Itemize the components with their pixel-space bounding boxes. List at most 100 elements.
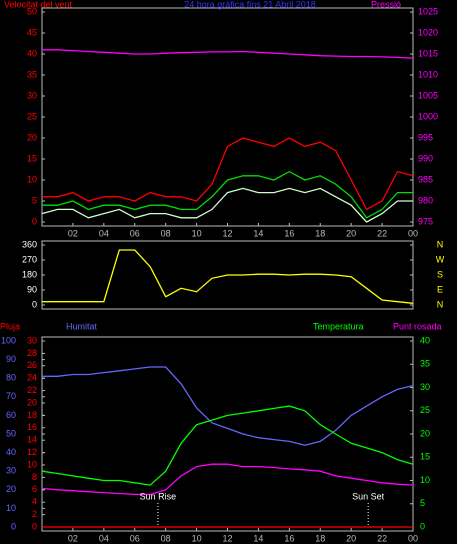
y3-tick-label: 10 [27, 459, 37, 469]
y-tick-label: 70 [6, 391, 16, 401]
series-name: Humitat [66, 321, 98, 331]
y3-tick-label: 16 [27, 422, 37, 432]
x-tick-label: 22 [377, 533, 387, 543]
series-line [42, 366, 414, 446]
y-tick-label: 60 [6, 410, 16, 420]
x-tick-label: 02 [68, 228, 78, 238]
x-tick-label: 00 [408, 533, 418, 543]
y3-tick-label: 24 [27, 373, 37, 383]
x-tick-label: 08 [161, 228, 171, 238]
x-tick-label: 04 [99, 533, 109, 543]
x-tick-label: 14 [253, 228, 263, 238]
x-tick-label: 14 [253, 533, 263, 543]
y-tick-label: 50 [27, 6, 37, 16]
y2-tick-label: 5 [420, 498, 425, 508]
y2-tick-label: 975 [418, 216, 433, 226]
y2-tick-label: 15 [420, 452, 430, 462]
y2-tick-label: N [437, 239, 444, 249]
y2-tick-label: 1005 [418, 90, 438, 100]
x-tick-label: 08 [161, 533, 171, 543]
y2-tick-label: 1015 [418, 48, 438, 58]
y3-tick-label: 0 [32, 521, 37, 531]
y2-tick-label: N [437, 299, 444, 309]
annotation-text: Sun Rise [140, 491, 177, 501]
x-tick-label: 22 [377, 228, 387, 238]
y2-tick-label: 10 [420, 475, 430, 485]
x-tick-label: 10 [192, 228, 202, 238]
series-line [42, 249, 414, 304]
y2-tick-label: 1010 [418, 69, 438, 79]
y2-tick-label: 1020 [418, 27, 438, 37]
series-line [41, 463, 414, 496]
y2-tick-label: E [437, 284, 443, 294]
y2-tick-label: 25 [420, 405, 430, 415]
series-name: Pluja [0, 321, 20, 331]
y2-tick-label: S [437, 269, 443, 279]
x-tick-label: 20 [346, 228, 356, 238]
y2-tick-label: 0 [420, 521, 425, 531]
y2-tick-label: 995 [418, 132, 433, 142]
y-tick-label: 15 [27, 153, 37, 163]
y-tick-label: 90 [27, 284, 37, 294]
y-tick-label: 10 [6, 503, 16, 513]
y-tick-label: 20 [27, 132, 37, 142]
annotation-text: Sun Set [352, 491, 385, 501]
y-tick-label: 35 [27, 69, 37, 79]
y-tick-label: 40 [27, 48, 37, 58]
x-tick-label: 04 [99, 228, 109, 238]
x-tick-label: 20 [346, 533, 356, 543]
x-tick-label: 16 [284, 533, 294, 543]
series-line [42, 49, 414, 59]
x-tick-label: 02 [68, 533, 78, 543]
y2-tick-label: 990 [418, 153, 433, 163]
y-tick-label: 50 [6, 428, 16, 438]
x-tick-label: 18 [315, 228, 325, 238]
y-tick-label: 90 [6, 354, 16, 364]
series-line [42, 170, 413, 219]
y-tick-label: 5 [32, 195, 37, 205]
y-tick-label: 40 [6, 447, 16, 457]
y3-tick-label: 4 [32, 497, 37, 507]
y-tick-label: 45 [27, 27, 37, 37]
series-line [41, 405, 414, 486]
y3-tick-label: 28 [27, 348, 37, 358]
y-tick-label: 0 [32, 216, 37, 226]
y2-tick-label: 1025 [418, 6, 438, 16]
y2-tick-label: 20 [420, 428, 430, 438]
series-name: Punt rosada [393, 321, 442, 331]
y-tick-label: 20 [6, 484, 16, 494]
y-tick-label: 100 [1, 335, 16, 345]
y-tick-label: 80 [6, 373, 16, 383]
y-tick-label: 0 [11, 521, 16, 531]
y3-tick-label: 22 [27, 385, 37, 395]
chart-title: 24 hora gràfica fins 21 Abril 2018 [184, 0, 316, 9]
x-tick-label: 18 [315, 533, 325, 543]
y-tick-label: 30 [6, 466, 16, 476]
y-tick-label: 25 [27, 111, 37, 121]
y-tick-label: 0 [32, 299, 37, 309]
y3-tick-label: 8 [32, 472, 37, 482]
x-tick-label: 00 [408, 228, 418, 238]
y-tick-label: 180 [22, 269, 37, 279]
y2-tick-label: W [436, 254, 445, 264]
series-line [41, 187, 413, 223]
y3-tick-label: 2 [32, 509, 37, 519]
y3-tick-label: 20 [27, 397, 37, 407]
x-tick-label: 12 [222, 228, 232, 238]
y2-tick-label: 985 [418, 174, 433, 184]
y2-tick-label: 40 [420, 335, 430, 345]
x-tick-label: 06 [130, 533, 140, 543]
y3-tick-label: 12 [27, 447, 37, 457]
y2-tick-label: 980 [418, 195, 433, 205]
y-tick-label: 30 [27, 90, 37, 100]
series-line [42, 137, 414, 211]
y2-tick-label: 30 [420, 382, 430, 392]
y2-tick-label: 1000 [418, 111, 438, 121]
y-tick-label: 10 [27, 174, 37, 184]
y-axis-label: Velocitat del vent [4, 0, 73, 9]
y3-tick-label: 30 [27, 335, 37, 345]
y3-tick-label: 6 [32, 484, 37, 494]
y-tick-label: 270 [22, 254, 37, 264]
